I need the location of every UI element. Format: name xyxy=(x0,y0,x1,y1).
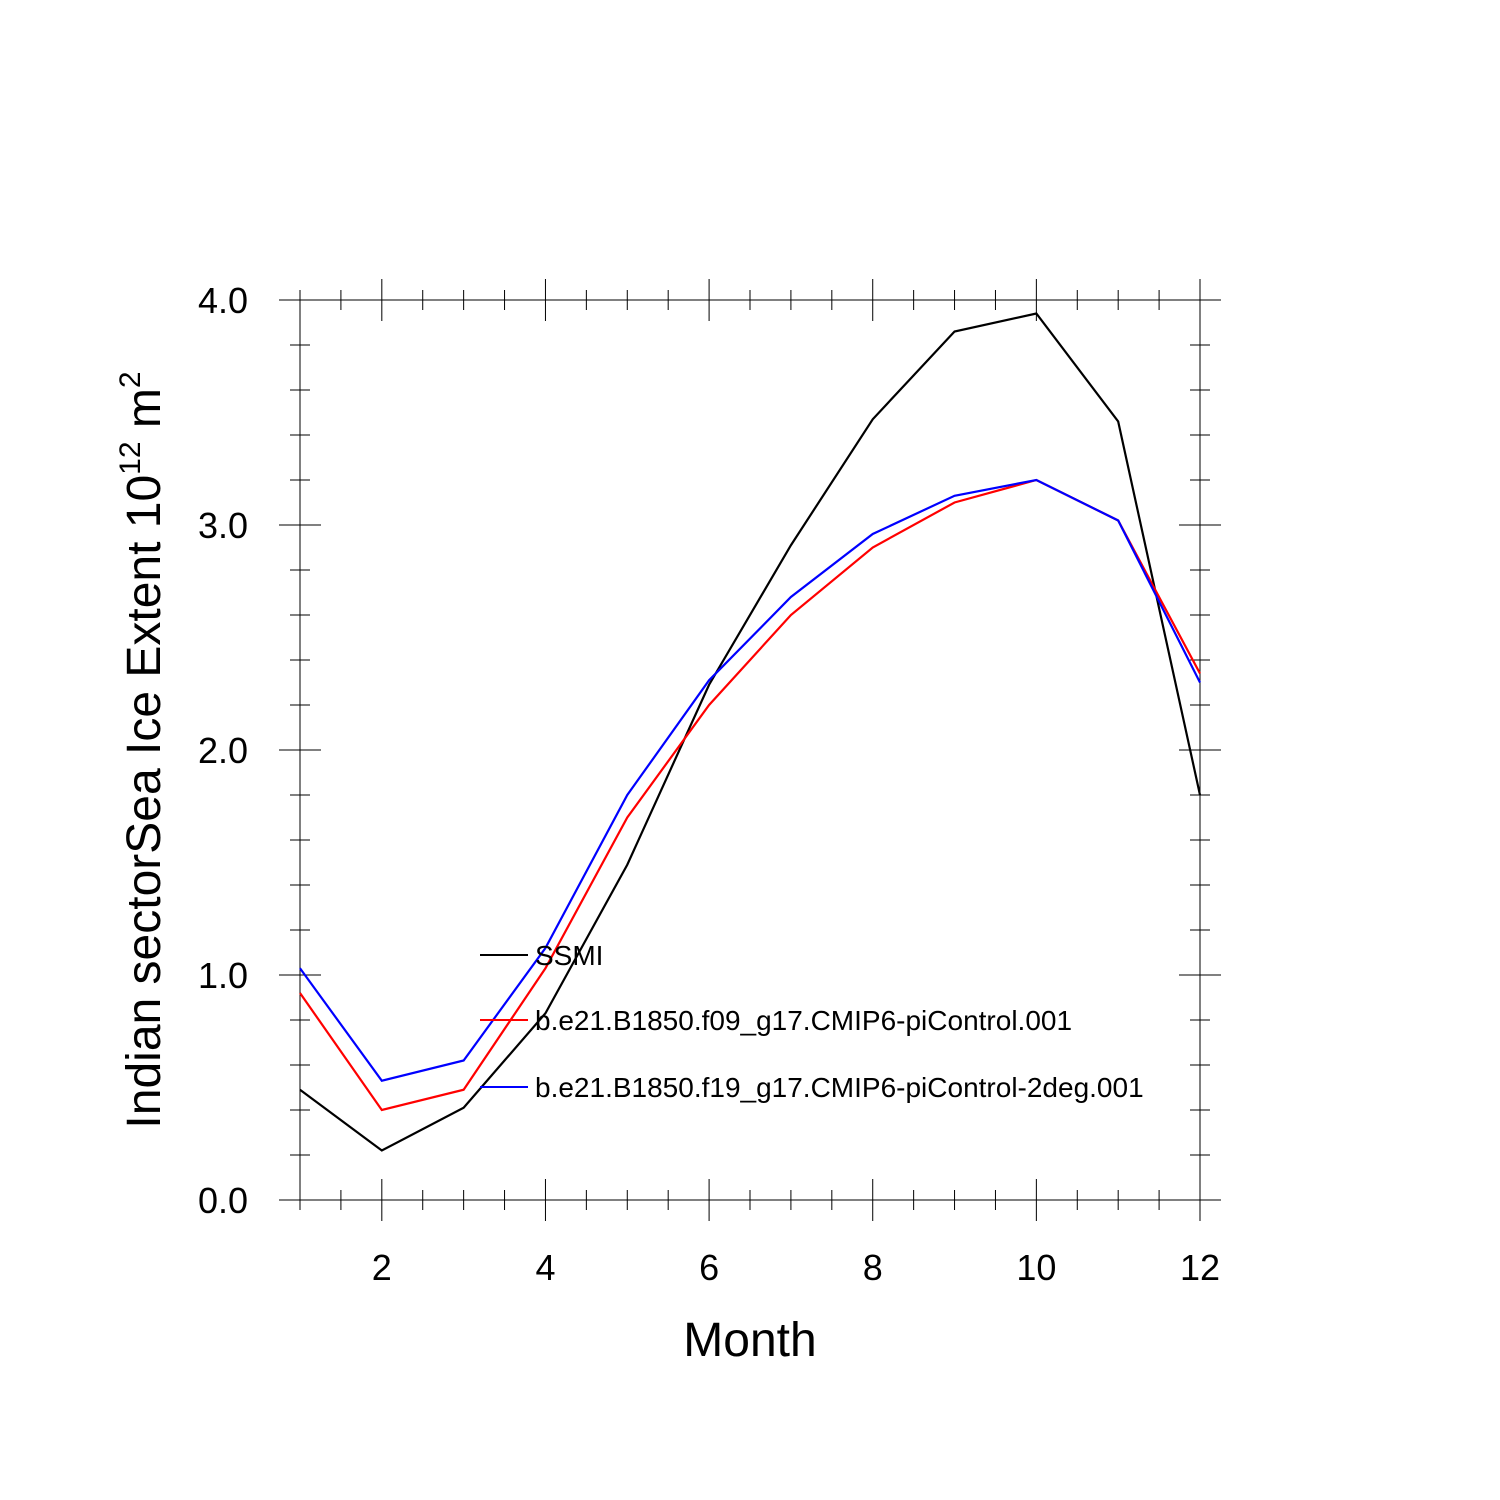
x-tick-label: 12 xyxy=(1180,1247,1220,1288)
y-axis-label-main: Indian sectorSea Ice Extent 10 xyxy=(118,475,171,1129)
legend: SSMI b.e21.B1850.f09_g17.CMIP6-piControl.… xyxy=(480,940,1144,1103)
x-tick-label: 8 xyxy=(863,1247,883,1288)
legend-label-2: b.e21.B1850.f09_g17.CMIP6-piControl.001 xyxy=(535,1005,1072,1036)
y-axis-label: Indian sectorSea Ice Extent 1012 m2 xyxy=(114,371,171,1128)
y-tick-label: 3.0 xyxy=(198,505,248,546)
series-lines xyxy=(299,312,1202,1152)
legend-label-1: SSMI xyxy=(535,940,603,971)
plot-frame xyxy=(299,299,1201,1201)
x-tick-label: 4 xyxy=(535,1247,555,1288)
x-tick-label: 10 xyxy=(1016,1247,1056,1288)
axis-tick-labels: 2 4 6 8 10 12 0.0 1.0 2.0 3.0 4.0 xyxy=(198,280,1220,1288)
y-axis-label-unit-exponent: 2 xyxy=(114,371,147,388)
legend-label-3: b.e21.B1850.f19_g17.CMIP6-piControl-2deg… xyxy=(535,1072,1144,1103)
x-tick-label: 2 xyxy=(372,1247,392,1288)
y-tick-label: 4.0 xyxy=(198,280,248,321)
series-line-1 xyxy=(299,312,1202,1152)
y-axis-label-unit: m xyxy=(118,388,171,441)
series-line-3 xyxy=(299,478,1201,1082)
y-tick-label: 0.0 xyxy=(198,1180,248,1221)
x-axis-label: Month xyxy=(683,1314,816,1367)
x-tick-label: 6 xyxy=(699,1247,719,1288)
y-tick-label: 2.0 xyxy=(198,730,248,771)
y-tick-label: 1.0 xyxy=(198,955,248,996)
y-axis-label-exponent: 12 xyxy=(114,441,147,474)
